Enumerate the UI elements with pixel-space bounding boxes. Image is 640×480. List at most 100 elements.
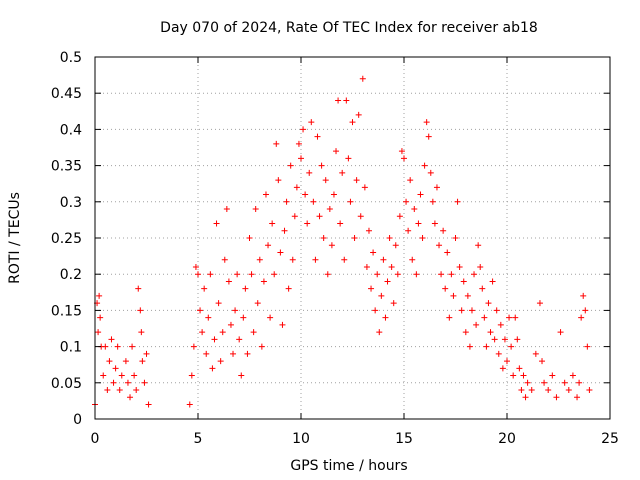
data-point [499, 365, 506, 372]
data-point [318, 162, 325, 169]
data-point [326, 206, 333, 213]
data-point [275, 177, 282, 184]
data-point [289, 256, 296, 263]
data-point [106, 358, 113, 365]
data-point [396, 213, 403, 220]
data-point [252, 206, 259, 213]
data-point [440, 227, 447, 234]
data-point [361, 184, 368, 191]
data-point [508, 343, 515, 350]
data-point [273, 140, 280, 147]
data-point [487, 329, 494, 336]
data-point [497, 321, 504, 328]
data-point [139, 358, 146, 365]
data-point [102, 343, 109, 350]
data-point [438, 271, 445, 278]
data-point [283, 198, 290, 205]
data-point [304, 220, 311, 227]
data-point [456, 263, 463, 270]
data-point [553, 394, 560, 401]
data-point [244, 350, 251, 357]
data-point [104, 387, 111, 394]
data-point [324, 271, 331, 278]
y-tick-label: 0.35 [51, 159, 82, 175]
data-point [363, 263, 370, 270]
data-point [532, 350, 539, 357]
data-point [277, 249, 284, 256]
data-point [417, 191, 424, 198]
data-point [528, 387, 535, 394]
data-point [485, 300, 492, 307]
data-point [347, 198, 354, 205]
data-point [195, 271, 201, 278]
data-point [359, 75, 366, 82]
data-point [246, 235, 253, 241]
y-tick-label: 0.1 [60, 340, 82, 356]
data-point [285, 285, 292, 292]
data-point [431, 220, 438, 227]
data-point [341, 256, 348, 263]
data-point [460, 278, 467, 285]
data-point [504, 358, 510, 365]
data-point [586, 387, 593, 394]
data-point [100, 372, 107, 379]
data-point [256, 256, 263, 263]
data-point [454, 198, 461, 205]
data-point [357, 213, 364, 220]
x-tick-labels: 0 5 10 15 20 25 [91, 431, 619, 447]
data-point [322, 177, 329, 184]
y-tick-label: 0 [73, 412, 82, 428]
data-point [413, 271, 420, 278]
data-point [405, 227, 412, 234]
data-point [192, 263, 199, 270]
data-point [423, 119, 430, 126]
data-point [308, 119, 315, 126]
data-point [353, 177, 360, 184]
y-tick-label: 0.05 [51, 376, 82, 392]
data-point [110, 379, 117, 386]
data-point [201, 285, 208, 292]
data-point [536, 300, 543, 307]
y-tick-label: 0.4 [60, 122, 82, 138]
data-point [291, 213, 298, 220]
data-point [108, 336, 115, 343]
data-point [466, 343, 473, 350]
data-point [569, 372, 576, 379]
data-point [227, 321, 234, 328]
data-point [403, 198, 410, 205]
data-point [351, 235, 358, 241]
data-point [378, 292, 385, 299]
data-point [489, 278, 496, 285]
data-point [95, 329, 102, 336]
data-point [127, 394, 134, 401]
data-point [433, 184, 440, 191]
data-point [112, 365, 119, 372]
data-point [557, 329, 564, 336]
data-point [444, 249, 451, 256]
data-point [314, 133, 321, 140]
y-tick-label: 0.45 [51, 86, 82, 102]
data-point [481, 314, 488, 321]
data-point [471, 271, 478, 278]
data-point [415, 220, 422, 227]
data-point [549, 372, 556, 379]
data-point [520, 372, 527, 379]
data-point [328, 242, 335, 249]
data-point [188, 372, 195, 379]
data-point [234, 271, 241, 278]
data-point [320, 235, 327, 241]
data-point [372, 307, 379, 314]
data-point [203, 350, 210, 357]
data-point [442, 285, 449, 292]
data-point [483, 343, 490, 350]
data-point [541, 379, 548, 386]
data-point [135, 285, 142, 292]
data-point [221, 256, 228, 263]
data-point [258, 343, 265, 350]
data-point [269, 220, 276, 227]
data-point [298, 155, 304, 162]
data-point [501, 336, 508, 343]
data-point [518, 387, 525, 394]
data-point [421, 162, 428, 169]
